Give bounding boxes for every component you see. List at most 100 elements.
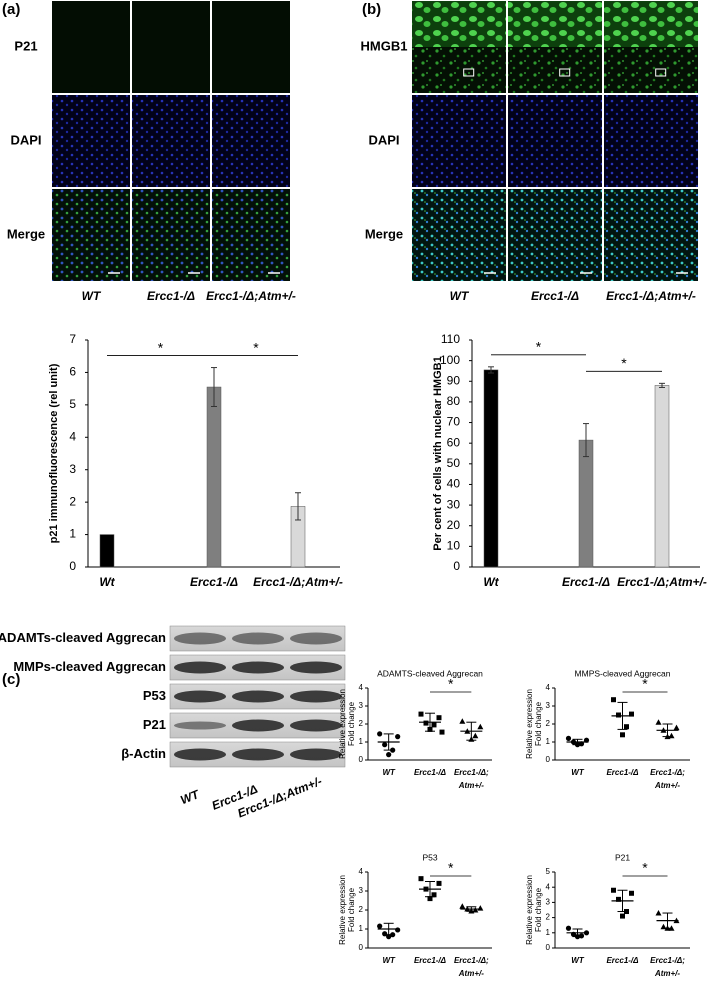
blot-row-label: P53 <box>143 688 166 703</box>
y-tick-label: 0 <box>546 943 551 952</box>
x-tick-label: WT <box>571 956 585 965</box>
blot-column-label: WT <box>178 787 202 808</box>
inset-box <box>559 68 571 77</box>
column-label: WT <box>82 289 102 303</box>
column-label: Ercc1-/Δ <box>147 289 195 303</box>
x-tick-label: Ercc1-/Δ; <box>650 956 685 965</box>
significance-label: * <box>158 339 164 355</box>
row-label: DAPI <box>368 132 399 147</box>
panel-label: (b) <box>362 1 381 18</box>
data-point <box>477 905 484 911</box>
data-point <box>565 735 572 742</box>
micrograph <box>412 189 506 281</box>
y-tick-label: 40 <box>447 477 461 491</box>
y-tick-label: 5 <box>69 397 76 411</box>
y-tick-label: 3 <box>359 701 364 710</box>
chart-title: MMPS-cleaved Aggrecan <box>575 668 671 678</box>
y-tick-label: 1 <box>359 924 364 933</box>
y-tick-label: 4 <box>546 882 551 891</box>
y-tick-label: 2 <box>546 719 551 728</box>
significance-label: * <box>621 355 627 371</box>
y-axis-label: p21 immunofluorescence (rel unit) <box>48 363 60 543</box>
x-tick-label: Ercc1-/Δ <box>190 575 238 589</box>
x-tick-label: Ercc1-/Δ <box>606 956 639 965</box>
blot-band <box>290 661 342 674</box>
data-point <box>565 925 572 931</box>
blot-band <box>232 661 284 674</box>
bar <box>578 439 594 568</box>
chart-title: P21 <box>615 852 630 862</box>
y-tick-label: 5 <box>546 867 551 876</box>
data-point <box>611 887 616 893</box>
y-tick-label: 2 <box>69 494 76 508</box>
data-point <box>477 723 484 730</box>
data-point <box>386 934 392 940</box>
micrograph <box>604 95 698 187</box>
y-tick-label: 0 <box>359 755 364 764</box>
row-label: Merge <box>7 226 45 241</box>
micrograph <box>212 95 290 187</box>
y-axis-label: Per cent of cells with nuclear HMGB1 <box>432 356 444 550</box>
panel-label: (c) <box>2 671 20 688</box>
y-tick-label: 20 <box>447 518 461 532</box>
data-point <box>616 896 621 902</box>
micrograph <box>412 95 506 187</box>
data-point <box>377 731 383 737</box>
y-tick-label: 3 <box>69 462 76 476</box>
micrograph <box>132 95 210 187</box>
row-label: DAPI <box>10 132 41 147</box>
data-point <box>624 724 629 730</box>
x-tick-label: Ercc1-/Δ;Atm+/- <box>617 575 707 589</box>
y-tick-label: 4 <box>359 867 364 876</box>
blot-band <box>232 690 284 703</box>
y-tick-label: 10 <box>447 539 461 553</box>
panel-label: (a) <box>2 1 20 18</box>
y-axis-label: Fold change <box>534 701 543 746</box>
y-tick-label: 2 <box>359 719 364 728</box>
data-point <box>616 712 621 718</box>
data-point <box>418 711 424 717</box>
blot-band <box>174 748 226 761</box>
y-tick-label: 0 <box>453 559 460 573</box>
blot-row-label: P21 <box>143 717 166 732</box>
blot-band <box>174 632 226 645</box>
x-tick-label: Ercc1-/Δ; <box>454 768 489 777</box>
data-point <box>418 876 424 882</box>
data-point <box>459 718 466 724</box>
inset <box>604 1 698 47</box>
y-tick-label: 100 <box>440 353 460 367</box>
significance-label: * <box>448 676 454 692</box>
data-point <box>427 896 433 902</box>
blot-band <box>290 690 342 703</box>
column-label: Ercc1-/Δ;Atm+/- <box>606 289 696 303</box>
y-tick-label: 1 <box>359 737 364 746</box>
y-tick-label: 110 <box>441 332 460 346</box>
y-axis-label: Relative expression <box>338 689 347 759</box>
significance-label: * <box>642 860 648 876</box>
data-point <box>611 697 616 703</box>
data-point <box>472 732 479 739</box>
x-tick-label: Ercc1-/Δ <box>414 768 447 777</box>
significance-label: * <box>536 339 542 355</box>
data-point <box>629 711 634 717</box>
bar <box>483 369 499 568</box>
y-tick-label: 7 <box>69 332 76 346</box>
blot-row-label: β-Actin <box>121 746 166 761</box>
micrograph <box>52 1 130 93</box>
x-tick-label: WT <box>571 768 585 777</box>
x-tick-label: WT <box>382 956 396 965</box>
x-tick-label: Ercc1-/Δ; <box>650 768 685 777</box>
data-point <box>377 923 383 929</box>
y-tick-label: 0 <box>69 559 76 573</box>
y-tick-label: 60 <box>447 435 461 449</box>
blot-band <box>232 632 284 645</box>
data-point <box>395 734 401 740</box>
y-tick-label: 3 <box>546 701 551 710</box>
inset <box>508 1 602 47</box>
data-point <box>386 752 392 758</box>
chart-title: P53 <box>422 852 437 862</box>
blot-band <box>174 661 226 674</box>
y-tick-label: 70 <box>447 415 461 429</box>
data-point <box>382 742 388 748</box>
x-tick-label: Atm+/- <box>654 969 680 978</box>
